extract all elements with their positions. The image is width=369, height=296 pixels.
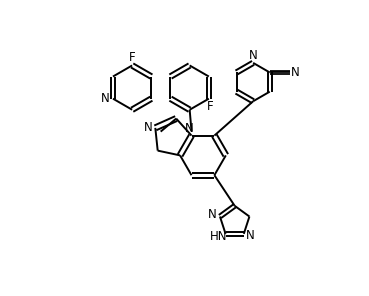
Text: N: N	[144, 121, 152, 134]
Text: N: N	[185, 123, 194, 136]
Text: N: N	[100, 92, 109, 105]
Text: N: N	[207, 208, 216, 221]
Text: HN: HN	[210, 230, 228, 243]
Text: N: N	[246, 229, 255, 242]
Text: N: N	[291, 66, 300, 79]
Text: N: N	[249, 49, 258, 62]
Text: F: F	[207, 100, 214, 113]
Text: F: F	[129, 51, 135, 64]
